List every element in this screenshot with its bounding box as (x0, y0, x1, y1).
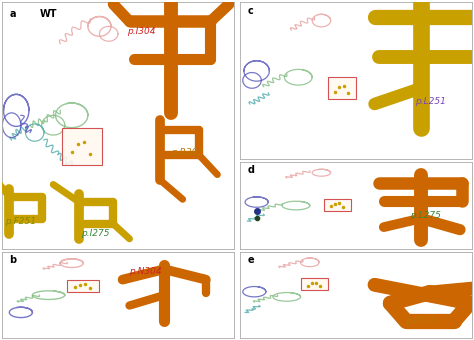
Text: p.L275: p.L275 (410, 211, 441, 220)
Bar (63, 128, 102, 165)
Text: p.F251: p.F251 (5, 217, 36, 226)
Text: p.P303: p.P303 (405, 316, 437, 325)
Text: c: c (247, 6, 253, 16)
Text: p.L251: p.L251 (415, 97, 446, 106)
Text: WT: WT (39, 9, 57, 19)
Text: a: a (9, 9, 16, 19)
Bar (67, 279, 100, 292)
Text: p.I304: p.I304 (127, 27, 155, 36)
Text: p.I275: p.I275 (81, 230, 109, 238)
Bar (301, 278, 328, 290)
Text: p.N304: p.N304 (129, 267, 162, 275)
Text: b: b (9, 255, 17, 265)
Text: e: e (247, 255, 254, 265)
Bar (328, 77, 356, 99)
Text: p.R303: p.R303 (171, 148, 203, 157)
Text: d: d (247, 165, 255, 175)
Bar (324, 199, 351, 211)
